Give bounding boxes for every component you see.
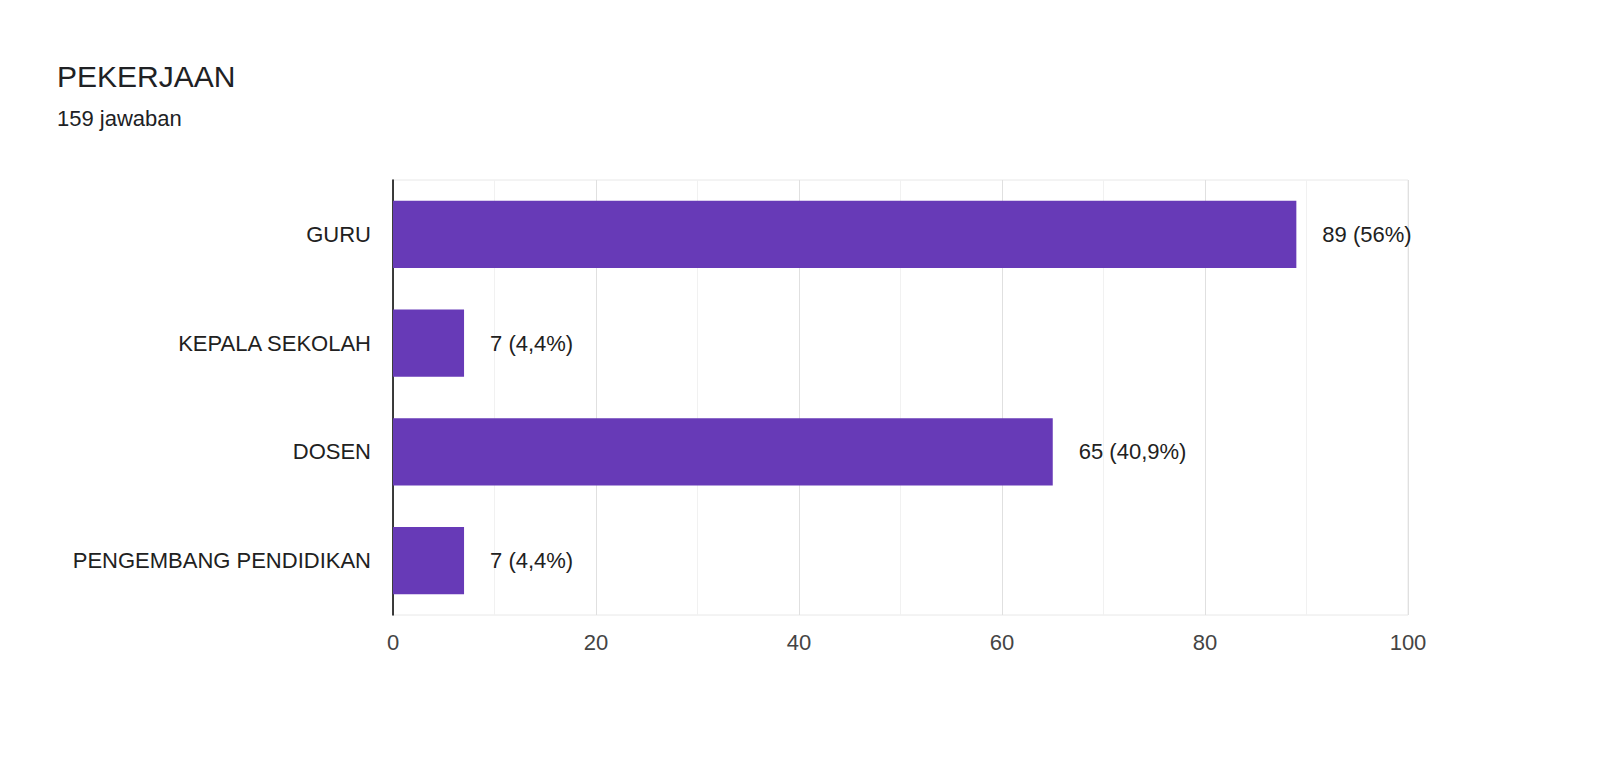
svg-text:0: 0 bbox=[387, 630, 399, 655]
svg-text:GURU: GURU bbox=[306, 222, 371, 247]
svg-text:PEKERJAAN: PEKERJAAN bbox=[57, 60, 235, 93]
svg-text:7 (4,4%): 7 (4,4%) bbox=[490, 548, 573, 573]
svg-text:100: 100 bbox=[1390, 630, 1427, 655]
svg-text:7 (4,4%): 7 (4,4%) bbox=[490, 331, 573, 356]
svg-text:60: 60 bbox=[990, 630, 1014, 655]
svg-text:159 jawaban: 159 jawaban bbox=[57, 106, 182, 131]
svg-text:80: 80 bbox=[1193, 630, 1217, 655]
svg-text:20: 20 bbox=[584, 630, 608, 655]
svg-text:DOSEN: DOSEN bbox=[293, 439, 371, 464]
svg-text:KEPALA SEKOLAH: KEPALA SEKOLAH bbox=[178, 331, 371, 356]
svg-text:PENGEMBANG PENDIDIKAN: PENGEMBANG PENDIDIKAN bbox=[73, 548, 371, 573]
svg-text:65 (40,9%): 65 (40,9%) bbox=[1079, 439, 1187, 464]
svg-text:40: 40 bbox=[787, 630, 811, 655]
svg-text:89 (56%): 89 (56%) bbox=[1322, 222, 1411, 247]
